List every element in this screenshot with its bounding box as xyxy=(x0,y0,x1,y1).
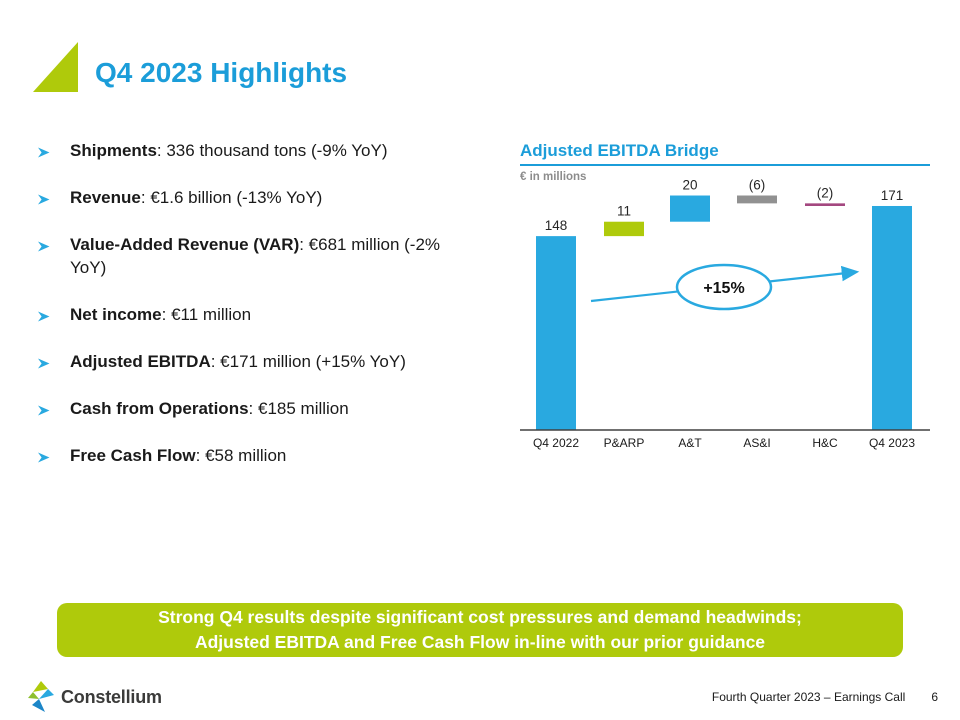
bullet-arrow-icon xyxy=(37,143,51,166)
bullet-arrow-icon xyxy=(37,354,51,377)
bar-value-label: (2) xyxy=(817,185,834,200)
waterfall-bar xyxy=(737,195,777,204)
bar-value-label: (6) xyxy=(749,178,766,193)
constellium-logo-icon xyxy=(28,681,54,712)
banner-line-2: Adjusted EBITDA and Free Cash Flow in-li… xyxy=(194,632,766,652)
chart-title-underline xyxy=(520,164,930,166)
bullet-item: Cash from Operations: €185 million xyxy=(38,397,465,420)
bullet-item: Free Cash Flow: €58 million xyxy=(38,444,465,467)
x-axis-label: P&ARP xyxy=(604,436,645,450)
bullet-item: Adjusted EBITDA: €171 million (+15% YoY) xyxy=(38,350,465,373)
bullet-arrow-icon xyxy=(37,190,51,213)
bullet-arrow-icon xyxy=(37,237,51,260)
bullet-label: Revenue xyxy=(70,188,141,207)
footer-deck-title: Fourth Quarter 2023 – Earnings Call xyxy=(711,690,906,704)
bullet-label: Net income xyxy=(70,305,162,324)
bullet-item: Revenue: €1.6 billion (-13% YoY) xyxy=(38,186,465,209)
bullet-text: : €58 million xyxy=(195,446,287,465)
growth-ellipse xyxy=(675,263,773,311)
summary-banner: Strong Q4 results despite significant co… xyxy=(57,603,903,657)
bullet-label: Cash from Operations xyxy=(70,399,249,418)
bullet-text: : €681 million (-2% YoY) xyxy=(70,235,441,277)
bar-value-label: 148 xyxy=(545,218,568,233)
bullet-text: : €11 million xyxy=(161,305,252,324)
bullet-label: Shipments xyxy=(70,141,157,160)
brand-name: Constellium xyxy=(61,686,162,707)
x-axis-label: Q4 2023 xyxy=(869,436,915,450)
waterfall-bar xyxy=(604,221,644,237)
bar-value-label: 11 xyxy=(617,204,631,219)
bullet-item: Shipments: 336 thousand tons (-9% YoY) xyxy=(38,139,465,162)
bullet-text: : 336 thousand tons (-9% YoY) xyxy=(156,141,388,160)
banner-line-1: Strong Q4 results despite significant co… xyxy=(158,607,802,627)
bullet-label: Free Cash Flow xyxy=(70,446,196,465)
x-axis-label: H&C xyxy=(812,436,838,450)
chart-panel: Adjusted EBITDA Bridge € in millions 148… xyxy=(520,140,930,480)
x-axis-label: Q4 2022 xyxy=(533,436,579,450)
bar-value-label: 20 xyxy=(682,178,697,193)
x-axis-label: A&T xyxy=(678,436,702,450)
bullet-item: Value-Added Revenue (VAR): €681 million … xyxy=(38,233,465,279)
bullet-arrow-icon xyxy=(37,307,51,330)
waterfall-bar xyxy=(872,205,912,430)
bullet-text: : €171 million (+15% YoY) xyxy=(210,352,406,371)
bullet-item: Net income: €11 million xyxy=(38,303,465,326)
bullet-label: Adjusted EBITDA xyxy=(70,352,211,371)
waterfall-bar xyxy=(670,195,710,222)
bullet-text: : €185 million xyxy=(248,399,349,418)
waterfall-bar xyxy=(805,203,845,206)
bullet-list: Shipments: 336 thousand tons (-9% YoY) Re… xyxy=(38,139,465,491)
bullet-arrow-icon xyxy=(37,401,51,424)
ebitda-bridge-chart: 148 Q4 2022 11 P&ARP 20 A&T (6) AS&I (2) H&C 171 Q4… xyxy=(520,178,930,450)
bullet-arrow-icon xyxy=(37,448,51,471)
bar-value-label: 171 xyxy=(881,188,904,203)
constellium-logo: Constellium xyxy=(28,681,162,713)
accent-triangle-icon xyxy=(33,42,78,92)
footer-right: Fourth Quarter 2023 – Earnings Call 6 xyxy=(712,690,938,704)
bullet-text: : €1.6 billion (-13% YoY) xyxy=(140,188,323,207)
chart-unit-label: € in millions xyxy=(520,171,587,183)
footer-page-number: 6 xyxy=(931,690,938,704)
waterfall-bar xyxy=(536,236,576,430)
page-title: Q4 2023 Highlights xyxy=(95,57,348,88)
chart-title: Adjusted EBITDA Bridge xyxy=(520,141,719,160)
bullet-label: Value-Added Revenue (VAR) xyxy=(70,235,300,254)
growth-annotation: +15% xyxy=(703,280,744,297)
x-axis-label: AS&I xyxy=(743,436,770,450)
